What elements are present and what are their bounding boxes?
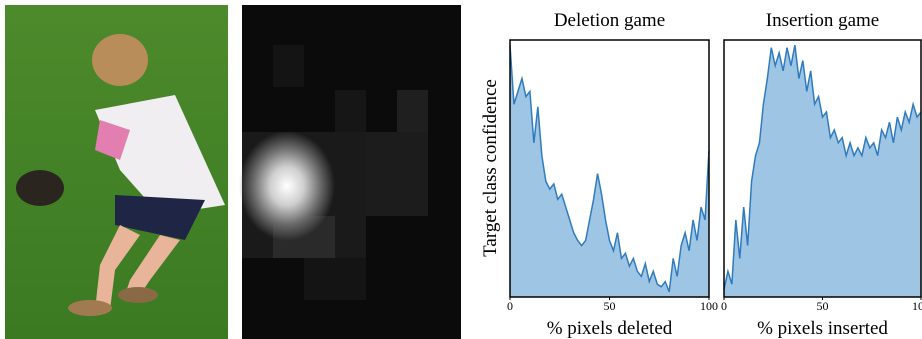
x-axis-label: % pixels deleted bbox=[547, 318, 673, 339]
chart-title: Insertion game bbox=[766, 10, 879, 31]
area-fill bbox=[510, 45, 709, 297]
area-fill bbox=[724, 45, 921, 297]
x-tick-label: 0 bbox=[721, 299, 727, 313]
x-tick-label: 0 bbox=[507, 299, 513, 313]
x-tick-label: 50 bbox=[817, 299, 829, 313]
chart-title: Deletion game bbox=[554, 10, 665, 31]
curve-line bbox=[509, 45, 710, 293]
x-tick-label: 100 bbox=[700, 299, 718, 313]
curve-line bbox=[723, 44, 922, 290]
photo bbox=[5, 5, 228, 339]
saliency-map bbox=[239, 5, 461, 339]
x-tick-label: 100 bbox=[912, 299, 922, 313]
y-axis-label: Target class confidence bbox=[480, 79, 501, 257]
x-tick-label: 50 bbox=[604, 299, 616, 313]
x-axis-label: % pixels inserted bbox=[757, 318, 888, 339]
